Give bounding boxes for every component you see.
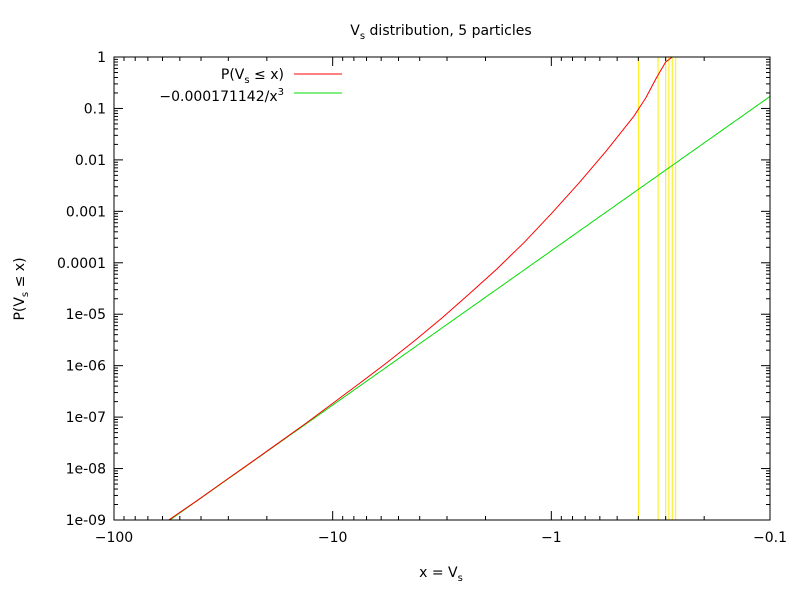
x-tick-label-1: −10 (318, 530, 348, 546)
y-tick-label-5: 1e-05 (66, 307, 106, 323)
y-tick-label-4: 0.0001 (57, 256, 106, 272)
x-tick-label-0: −100 (95, 530, 133, 546)
chart-title: Vs distribution, 5 particles (350, 23, 531, 42)
x-tick-label-2: −1 (541, 530, 562, 546)
series-line-p (168, 57, 673, 520)
legend-label-fit: −0.000171142/x3 (159, 87, 284, 105)
y-tick-label-9: 1e-09 (66, 513, 106, 529)
y-tick-label-8: 1e-08 (66, 462, 106, 478)
series-layer (168, 57, 770, 520)
y-tick-label-3: 0.001 (66, 204, 106, 220)
x-tick-label-3: −0.1 (753, 530, 787, 546)
y-tick-label-2: 0.01 (75, 153, 106, 169)
ticks-layer: 1 0.1 0.01 0.001 0.0001 1e-05 1e-06 1e-07 1e-08 1… (57, 50, 787, 546)
y-tick-label-1: 0.1 (84, 101, 106, 117)
x-axis-label: x = Vs (419, 565, 463, 584)
y-tick-label-6: 1e-06 (66, 359, 106, 375)
y-axis-label: P(Vs ≤ x) (12, 257, 31, 320)
y-tick-label-7: 1e-07 (66, 410, 106, 426)
legend: P(Vs ≤ x) −0.000171142/x3 (159, 67, 342, 105)
legend-label-p: P(Vs ≤ x) (221, 67, 284, 86)
y-tick-label-0: 1 (97, 50, 106, 66)
plot-frame (113, 56, 771, 521)
